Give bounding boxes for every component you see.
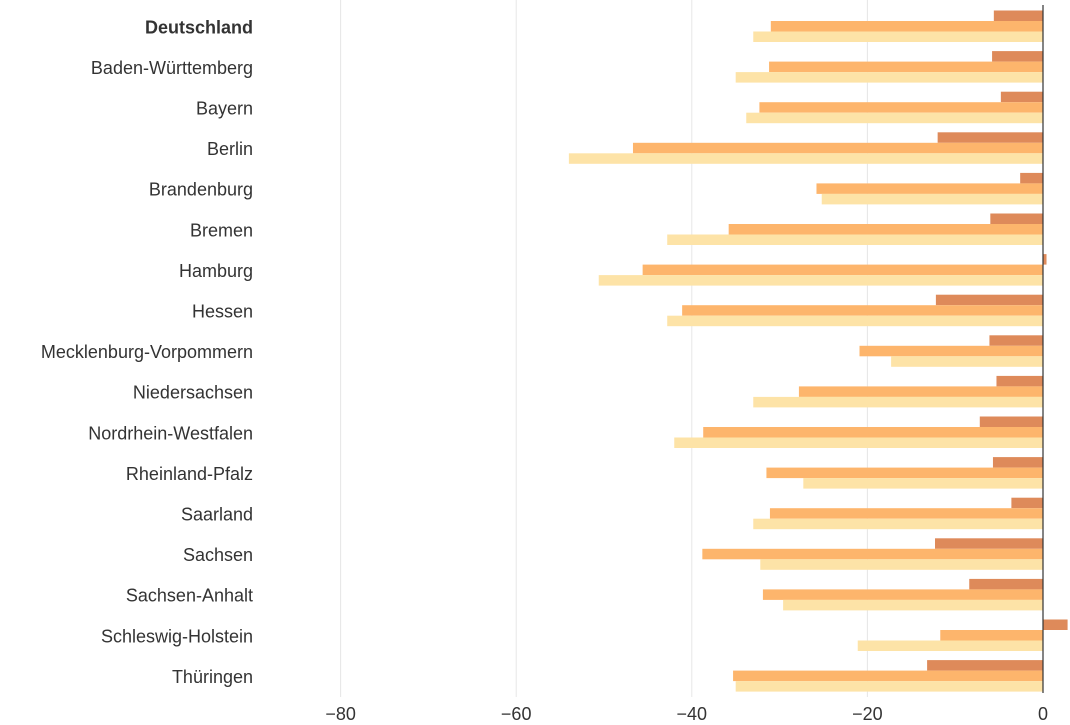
bar [753, 518, 1043, 530]
bar [969, 578, 1043, 590]
bar [1020, 172, 1043, 184]
bar [674, 437, 1043, 448]
bar [1043, 619, 1068, 630]
bar [770, 21, 1043, 32]
bar [816, 183, 1043, 194]
category-label: Bayern [196, 99, 253, 119]
bar [667, 315, 1043, 327]
bar [927, 660, 1043, 671]
bar [979, 416, 1043, 427]
bar [940, 630, 1043, 641]
bar [728, 224, 1043, 235]
bar [935, 294, 1043, 306]
bar [753, 396, 1043, 408]
x-tick-label: −20 [852, 704, 883, 724]
category-label: Schleswig-Holstein [101, 626, 253, 646]
bar [859, 345, 1043, 357]
bar [803, 478, 1043, 489]
x-tick-label: 0 [1038, 704, 1048, 724]
bar [703, 427, 1043, 438]
category-label: Rheinland-Pfalz [126, 464, 253, 484]
x-axis-tick-labels: −80 −60 −40 −20 0 [325, 704, 1048, 724]
bar [992, 457, 1043, 468]
category-label: Thüringen [172, 667, 253, 687]
bar [783, 599, 1043, 611]
bar [753, 31, 1043, 42]
bar [759, 102, 1043, 113]
bar [769, 508, 1043, 519]
bar [798, 386, 1043, 397]
category-label: Hessen [192, 302, 253, 322]
category-label: Deutschland [145, 17, 253, 37]
bar [990, 213, 1043, 224]
bar [1011, 497, 1043, 509]
bar [760, 559, 1043, 570]
category-label: Nordrhein-Westfalen [88, 423, 253, 443]
bar [568, 153, 1043, 164]
category-labels: Deutschland Baden-Württemberg Bayern Berlin… [41, 17, 253, 687]
category-label: Bremen [190, 220, 253, 240]
bar [667, 234, 1043, 245]
bar [735, 681, 1043, 692]
x-tick-label: −60 [501, 704, 532, 724]
bar [996, 375, 1043, 387]
bar [735, 72, 1043, 83]
bar [989, 335, 1043, 346]
bar [762, 589, 1043, 600]
x-tick-label: −80 [325, 704, 356, 724]
category-label: Sachsen [183, 545, 253, 565]
category-label: Saarland [181, 505, 253, 525]
category-label: Sachsen-Anhalt [126, 586, 253, 606]
category-label: Hamburg [179, 261, 253, 281]
bar [1000, 91, 1043, 103]
bar [733, 670, 1043, 682]
category-label: Niedersachsen [133, 383, 253, 403]
bar [857, 640, 1043, 651]
bar [746, 112, 1043, 124]
category-label: Berlin [207, 139, 253, 159]
bar [937, 132, 1043, 143]
x-tick-label: −40 [677, 704, 708, 724]
category-label: Brandenburg [149, 180, 253, 200]
bar [769, 61, 1043, 73]
bar [642, 264, 1043, 276]
bar [935, 538, 1043, 549]
bar [1043, 254, 1047, 265]
bar [821, 193, 1043, 205]
bar [632, 142, 1043, 154]
bar [682, 305, 1043, 316]
bar [702, 548, 1043, 560]
bar [992, 51, 1043, 62]
category-label: Baden-Württemberg [91, 58, 253, 78]
bar [993, 10, 1043, 21]
bar [766, 467, 1043, 479]
bar [891, 356, 1043, 367]
category-label: Mecklenburg-Vorpommern [41, 342, 253, 362]
bars-layer [568, 10, 1068, 692]
bar [598, 275, 1043, 286]
